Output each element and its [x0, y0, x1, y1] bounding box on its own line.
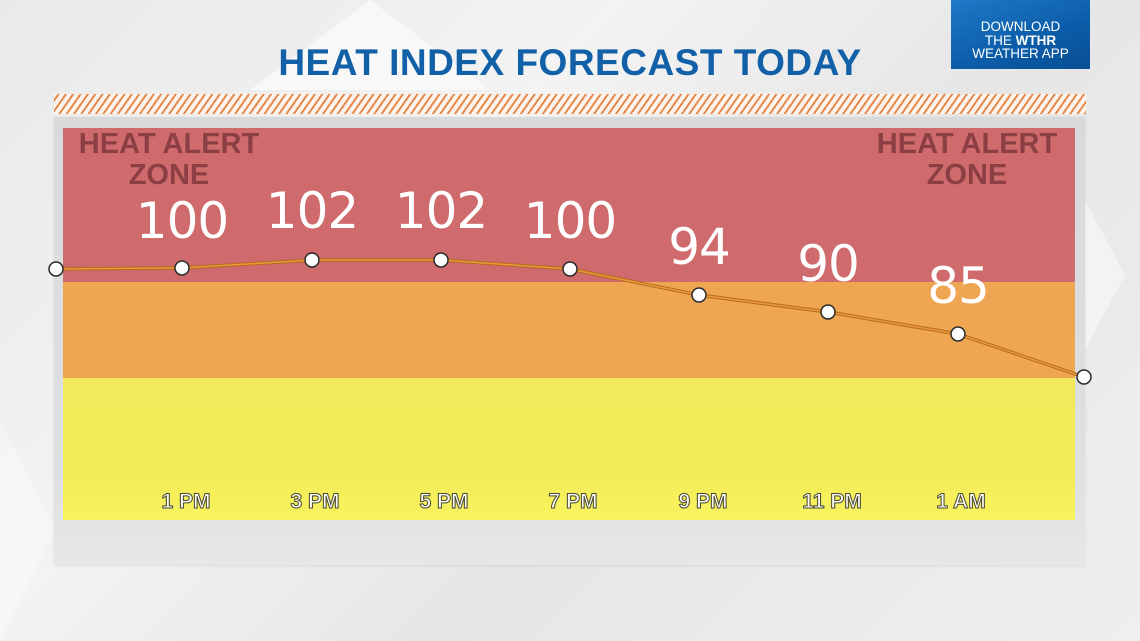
data-point-marker — [1076, 369, 1092, 385]
zone-label-line: HEAT ALERT — [78, 128, 260, 160]
low-zone-band — [63, 378, 1075, 520]
x-axis-tick: 7 PM — [548, 490, 598, 514]
x-axis-tick: 1 AM — [936, 490, 986, 514]
caution-zone-band — [63, 282, 1075, 378]
download-app-badge[interactable]: DOWNLOAD THE WTHR WEATHER APP — [951, 0, 1090, 69]
data-point-marker — [48, 261, 64, 277]
data-point-marker — [820, 304, 836, 320]
chart-title: HEAT INDEX FORECAST TODAY — [278, 42, 862, 83]
data-label: 85 — [927, 257, 990, 315]
data-label: 102 — [394, 182, 488, 240]
x-axis-tick: 5 PM — [419, 490, 469, 514]
heat-alert-zone-label-right: HEAT ALERT ZONE — [862, 129, 1072, 191]
data-point-marker — [433, 252, 449, 268]
badge-line-1: DOWNLOAD — [980, 19, 1061, 34]
data-label: 100 — [135, 192, 229, 250]
data-point-marker — [691, 287, 707, 303]
data-label: 102 — [265, 182, 359, 240]
data-point-marker — [174, 260, 190, 276]
data-point-marker — [304, 252, 320, 268]
data-point-marker — [562, 261, 578, 277]
background-decoration — [1085, 200, 1125, 350]
data-label: 90 — [797, 235, 860, 293]
x-axis-tick: 3 PM — [290, 490, 340, 514]
hazard-stripe-divider — [54, 94, 1086, 114]
data-label: 100 — [523, 192, 617, 250]
data-label: 94 — [668, 218, 731, 276]
badge-brand: WTHR — [1015, 32, 1057, 48]
x-axis-tick: 1 PM — [161, 490, 211, 514]
badge-line-2-prefix: THE — [984, 32, 1016, 48]
zone-label-line: ZONE — [926, 159, 1008, 191]
zone-label-line: ZONE — [128, 159, 210, 191]
heat-alert-zone-band — [63, 128, 1075, 282]
background-decoration — [250, 0, 490, 90]
background-decoration — [0, 420, 55, 640]
x-axis-tick: 9 PM — [678, 490, 728, 514]
left-edge-spacer — [40, 255, 54, 285]
zone-label-line: HEAT ALERT — [876, 128, 1058, 160]
badge-line-3: WEATHER APP — [972, 46, 1069, 61]
heat-alert-zone-label-left: HEAT ALERT ZONE — [64, 129, 274, 191]
x-axis-tick: 11 PM — [802, 490, 863, 514]
badge-line-2: THE WTHR — [951, 32, 1090, 48]
data-point-marker — [950, 326, 966, 342]
